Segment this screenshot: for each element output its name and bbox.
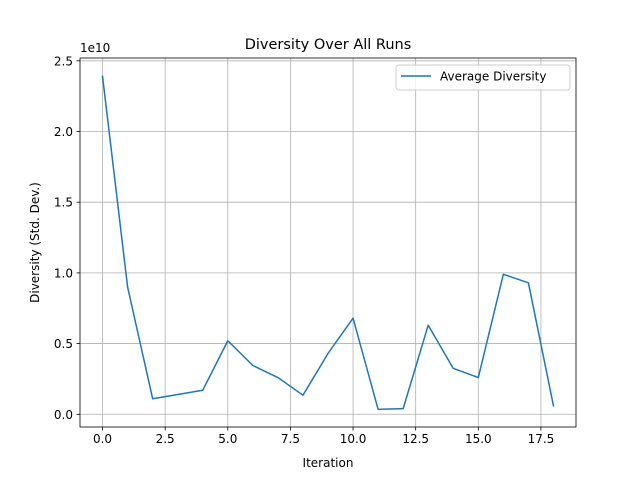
y-tick-label: 1.0	[54, 266, 73, 280]
x-tick-label: 5.0	[218, 432, 237, 446]
x-tick-label: 2.5	[156, 432, 175, 446]
series-line-average-diversity	[101, 75, 555, 411]
x-tick-label: 7.5	[281, 432, 300, 446]
chart-title: Diversity Over All Runs	[245, 37, 412, 53]
plot-frame	[79, 57, 577, 428]
legend: Average Diversity	[395, 64, 571, 91]
x-tick-label: 12.5	[402, 432, 429, 446]
y-tick-label: 0.5	[54, 337, 73, 351]
y-tick-label: 2.0	[54, 125, 73, 139]
series-layer	[101, 75, 555, 411]
x-tick-label: 15.0	[465, 432, 492, 446]
x-axis-label: Iteration	[303, 456, 354, 470]
x-tick-label: 10.0	[340, 432, 367, 446]
legend-label-average-diversity: Average Diversity	[440, 70, 546, 84]
legend-box	[395, 64, 571, 91]
y-tick-label: 2.5	[54, 54, 73, 68]
x-tick-label: 0.0	[93, 432, 112, 446]
y-tick-label: 1.5	[54, 196, 73, 210]
y-tick-label: 0.0	[54, 408, 73, 422]
x-tick-label: 17.5	[528, 432, 555, 446]
x-axis-ticks: 0.0 2.5 5.0 7.5 10.0 12.5 15.0 17.5	[93, 427, 554, 446]
y-axis-ticks: 0.0 0.5 1.0 1.5 2.0 2.5	[54, 54, 80, 422]
y-axis-label: Diversity (Std. Dev.)	[28, 182, 42, 303]
y-offset-label: 1e10	[80, 41, 110, 55]
grid-lines	[80, 58, 576, 427]
